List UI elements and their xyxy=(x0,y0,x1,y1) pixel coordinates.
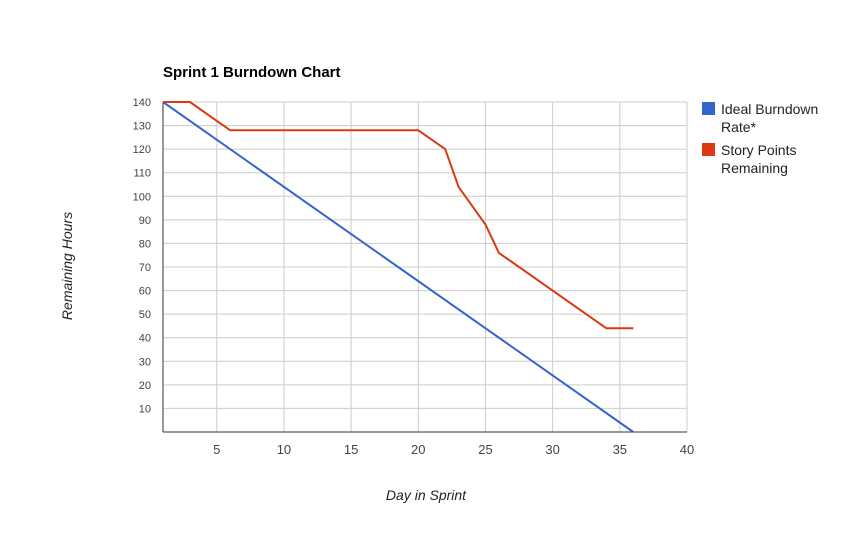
y-tick-label: 90 xyxy=(139,215,151,227)
legend: Ideal Burndown Rate* Story Points Remaining xyxy=(702,101,818,176)
y-axis-title: Remaining Hours xyxy=(59,212,75,320)
legend-swatch xyxy=(702,102,715,115)
series-line-1 xyxy=(163,101,634,330)
x-tick-label: 35 xyxy=(613,442,627,457)
legend-label: Ideal Burndown xyxy=(721,101,818,117)
series-line-0 xyxy=(162,101,634,433)
x-axis-title: Day in Sprint xyxy=(386,487,467,503)
legend-label: Rate* xyxy=(721,119,757,135)
series-lines xyxy=(162,101,634,433)
x-tick-label: 40 xyxy=(680,442,694,457)
x-tick-label: 10 xyxy=(277,442,291,457)
tick-labels: 10 20 30 40 50 60 70 80 90 100 110 120 130 140 5 10 15 20… xyxy=(133,97,695,457)
y-tick-label: 80 xyxy=(139,238,151,250)
y-tick-label: 40 xyxy=(139,333,151,345)
x-tick-label: 15 xyxy=(344,442,358,457)
legend-label: Remaining xyxy=(721,160,788,176)
y-tick-label: 20 xyxy=(139,380,151,392)
y-tick-label: 60 xyxy=(139,286,151,298)
y-tick-label: 100 xyxy=(133,191,151,203)
y-tick-label: 110 xyxy=(133,168,151,180)
x-tick-label: 20 xyxy=(411,442,425,457)
y-tick-label: 130 xyxy=(133,121,151,133)
x-tick-label: 25 xyxy=(478,442,492,457)
legend-swatch xyxy=(702,143,715,156)
y-tick-label: 120 xyxy=(133,144,151,156)
y-tick-label: 70 xyxy=(139,262,151,274)
y-tick-label: 30 xyxy=(139,356,151,368)
axes xyxy=(162,102,687,433)
legend-label: Story Points xyxy=(721,142,796,158)
chart-title: Sprint 1 Burndown Chart xyxy=(163,64,341,81)
y-tick-label: 10 xyxy=(139,403,151,415)
gridlines xyxy=(163,101,688,432)
x-tick-label: 5 xyxy=(213,442,220,457)
x-tick-label: 30 xyxy=(545,442,559,457)
y-tick-label: 140 xyxy=(133,97,151,109)
y-tick-label: 50 xyxy=(139,309,151,321)
